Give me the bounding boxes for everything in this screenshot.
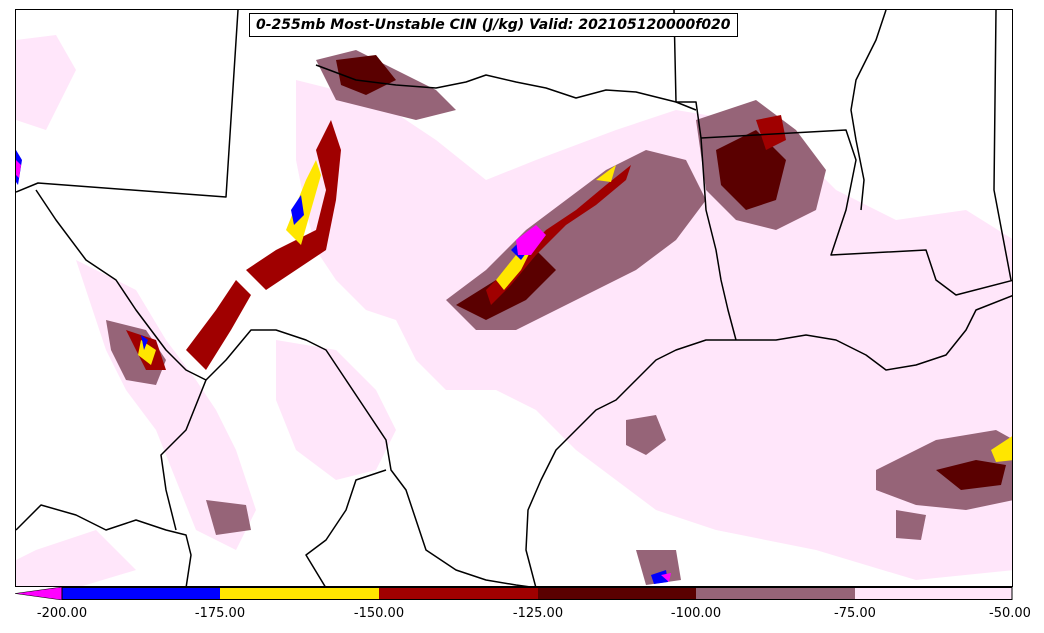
texas-gulf-coast xyxy=(525,294,1012,586)
colorbar-bin-red xyxy=(379,587,538,600)
map-panel xyxy=(15,9,1013,587)
colorbar-outline xyxy=(61,587,1013,600)
colorbar-tick-label: -150.00 xyxy=(353,606,405,621)
oklahoma-texas-red-river xyxy=(315,64,697,111)
mississippi-river xyxy=(850,10,887,211)
colorbar-bin-darkred xyxy=(538,587,696,600)
colorbar-bin-lightpink xyxy=(855,587,1012,600)
colorbar-tick-label: -175.00 xyxy=(194,606,246,621)
cin-map xyxy=(16,10,1012,586)
mexico-state-boundary-chihuahua xyxy=(160,379,207,531)
rio-grande-border xyxy=(35,189,529,586)
texas-panhandle-north-boundary xyxy=(16,10,239,198)
colorbar-tick-label: -125.00 xyxy=(512,606,564,621)
mexico-state-boundary-coahuila xyxy=(16,504,192,586)
cin-shade-magenta xyxy=(16,160,671,582)
map-title: 0-255mb Most-Unstable CIN (J/kg) Valid: … xyxy=(249,13,738,37)
colorbar-bin-yellow xyxy=(220,587,379,600)
mississippi-alabama-boundary xyxy=(993,10,1012,281)
colorbar-tick-label: -100.00 xyxy=(670,606,722,621)
colorbar-bin-blue xyxy=(62,587,220,600)
mexico-state-boundary-nuevo-leon xyxy=(305,469,387,586)
colorbar-tick-label: -200.00 xyxy=(36,606,88,621)
political-boundaries xyxy=(16,10,1012,586)
colorbar xyxy=(15,587,1013,600)
colorbar-tick-label: -50.00 xyxy=(989,606,1031,621)
colorbar-under-arrow xyxy=(15,587,63,600)
colorbar-bin-mauve xyxy=(696,587,855,600)
cin-shade-red xyxy=(126,115,786,370)
arkansas-louisiana-boundary xyxy=(700,129,1012,296)
texas-arkansas-boundary xyxy=(673,10,737,341)
colorbar-tick-label: -75.00 xyxy=(834,606,876,621)
